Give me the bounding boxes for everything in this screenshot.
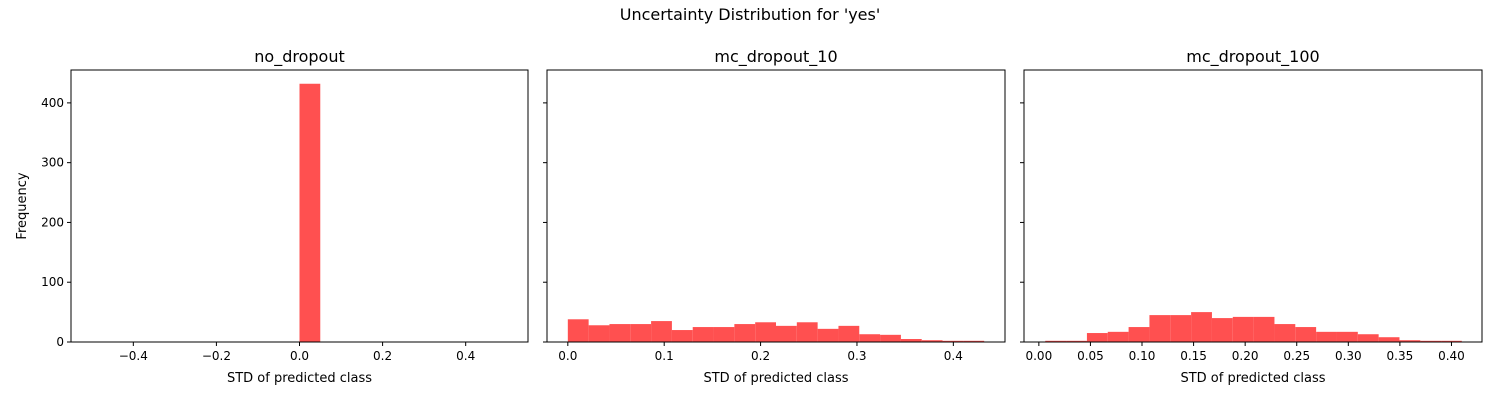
x-axis-label: STD of predicted class	[703, 371, 848, 386]
histogram-bar	[1378, 337, 1400, 342]
subplot-title: mc_dropout_10	[714, 47, 837, 67]
figure-suptitle: Uncertainty Distribution for 'yes'	[619, 5, 881, 24]
histogram-bar	[671, 330, 693, 342]
histogram-bar	[1128, 327, 1150, 342]
histogram-bar	[1191, 312, 1212, 342]
histogram-bar	[299, 83, 321, 342]
x-tick-label: 0.2	[373, 349, 392, 363]
x-tick-label: 0.10	[1129, 349, 1156, 363]
x-tick-label: −0.4	[119, 349, 148, 363]
histogram-bar	[588, 325, 610, 342]
x-tick-label: 0.1	[655, 349, 674, 363]
histogram-bar	[1149, 315, 1171, 342]
histogram-bar	[942, 340, 964, 342]
x-tick-label: 0.25	[1283, 349, 1310, 363]
x-tick-label: 0.05	[1077, 349, 1104, 363]
histogram-bar	[921, 340, 943, 342]
histogram-bar	[692, 327, 714, 342]
x-tick-label: 0.2	[751, 349, 770, 363]
histogram-bar	[1066, 340, 1087, 342]
histogram-bar	[651, 321, 672, 342]
x-tick-label: 0.3	[847, 349, 866, 363]
histogram-bar	[1211, 318, 1233, 342]
x-tick-label: −0.2	[202, 349, 231, 363]
subplot-title: mc_dropout_100	[1186, 47, 1319, 67]
histogram-bar	[1086, 333, 1108, 342]
y-tick-label: 100	[41, 275, 64, 289]
subplot-mc_dropout_10: 0.0 0.1 0.2 0.3 0.4 mc_dropout_10 STD of predi…	[543, 47, 1006, 386]
histogram-bar	[567, 319, 589, 342]
x-tick-label: 0.00	[1025, 349, 1052, 363]
y-tick-label: 300	[41, 156, 64, 170]
histogram-bar	[1441, 340, 1462, 342]
x-axis-label: STD of predicted class	[1180, 371, 1325, 386]
histogram-bar	[838, 325, 860, 342]
histogram-bar	[776, 325, 797, 342]
histogram-bar	[1399, 340, 1421, 342]
histogram-bar	[713, 327, 735, 342]
histogram-bar	[1232, 316, 1254, 342]
histogram-bar	[755, 322, 776, 342]
histogram-bar	[1336, 331, 1358, 342]
histogram-bar	[1420, 340, 1442, 342]
histogram-bar	[1107, 331, 1129, 342]
y-tick-label: 0	[56, 335, 64, 349]
histogram-bar	[859, 334, 881, 342]
subplot-mc_dropout_100: 0.00 0.05 0.10 0.15 0.20 0.25 0.30 0.35 0.40 mc_d…	[1020, 47, 1483, 386]
axes-frame	[546, 69, 1006, 343]
x-tick-label: 0.4	[456, 349, 475, 363]
y-tick-label: 400	[41, 96, 64, 110]
histogram-bar	[900, 339, 922, 342]
histogram-bar	[1170, 315, 1192, 342]
histogram-bar	[1045, 340, 1067, 342]
histogram-bar	[963, 340, 985, 342]
x-tick-label: 0.35	[1387, 349, 1414, 363]
histogram-bar	[630, 324, 652, 342]
x-tick-label: 0.30	[1335, 349, 1362, 363]
x-tick-label: 0.20	[1232, 349, 1259, 363]
x-tick-label: 0.40	[1438, 349, 1465, 363]
histogram-bar	[734, 324, 756, 342]
x-axis-label: STD of predicted class	[227, 371, 372, 386]
histogram-bar	[1253, 316, 1275, 342]
x-tick-label: 0.0	[558, 349, 577, 363]
histogram-bar	[1316, 331, 1337, 342]
x-tick-label: 0.4	[944, 349, 963, 363]
histogram-bar	[609, 324, 631, 342]
axes-frame	[1023, 69, 1483, 343]
histogram-bar	[1295, 327, 1317, 342]
histogram-bar	[1274, 324, 1296, 342]
subplot-title: no_dropout	[254, 47, 344, 67]
histogram-bar	[817, 328, 839, 342]
histogram-bar	[1357, 334, 1379, 342]
subplot-no_dropout: −0.4 −0.2 0.0 0.2 0.4 0 100 200 300 400 no_dropout…	[41, 47, 529, 386]
x-tick-label: 0.0	[290, 349, 309, 363]
histogram-bar	[796, 322, 818, 342]
x-tick-label: 0.15	[1180, 349, 1207, 363]
histogram-bar	[880, 334, 901, 342]
y-axis-label: Frequency	[15, 172, 30, 239]
y-tick-label: 200	[41, 215, 64, 229]
